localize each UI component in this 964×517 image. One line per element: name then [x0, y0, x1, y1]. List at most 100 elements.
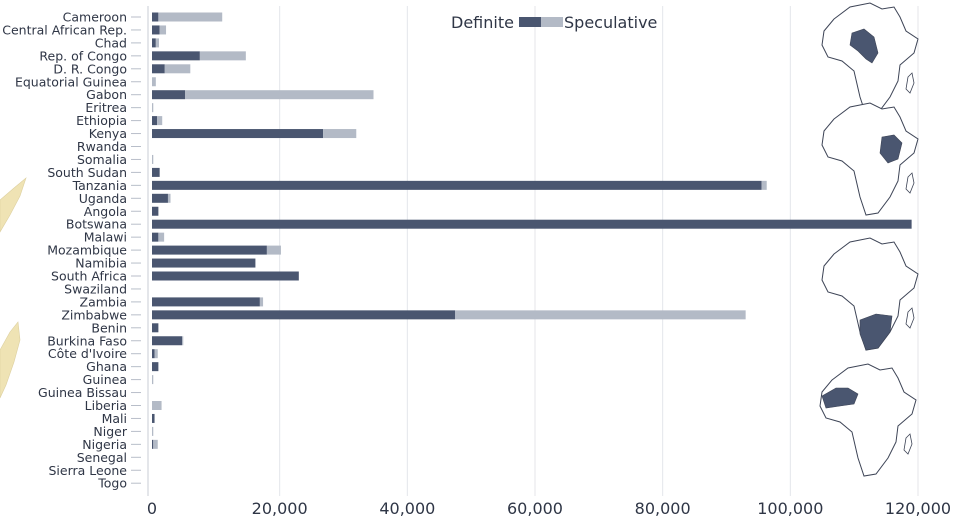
x-tick-label: 0: [147, 499, 157, 517]
gridlines: [279, 6, 919, 496]
bar-definite: [152, 116, 158, 126]
category-label: Uganda: [79, 191, 127, 206]
legend-label-speculative: Speculative: [564, 13, 657, 32]
bar-speculative: [158, 232, 165, 242]
madagascar-outline: [903, 433, 913, 455]
bar-definite: [152, 336, 183, 346]
highlighted-region: [879, 134, 903, 164]
category-label: Central African Rep.: [2, 22, 127, 37]
bar-speculative: [154, 349, 158, 359]
category-label: Tanzania: [72, 178, 127, 193]
category-label: Liberia: [85, 398, 127, 413]
bar-speculative: [199, 51, 246, 61]
category-label: Swaziland: [64, 281, 127, 296]
category-label: D. R. Congo: [53, 61, 127, 76]
bar-speculative: [182, 336, 184, 346]
category-label: Chad: [95, 35, 127, 50]
x-tick-label: 60,000: [507, 499, 563, 517]
bar-definite: [152, 271, 299, 281]
bar-definite: [152, 25, 160, 35]
central-africa-map-icon: [821, 2, 919, 116]
category-label: Niger: [93, 424, 127, 439]
category-label: Mozambique: [47, 243, 127, 258]
bar-definite: [152, 193, 168, 203]
x-tick-label: 100,000: [757, 499, 823, 517]
bar-speculative: [152, 401, 162, 410]
southern-africa-map-icon: [821, 237, 919, 351]
category-label: Burkina Faso: [47, 333, 127, 348]
bar-speculative: [761, 180, 767, 190]
west-africa-map-icon: [819, 363, 917, 477]
bar-speculative: [152, 103, 154, 113]
bar-speculative: [157, 116, 163, 126]
cropped-map-fragment-bottom: [0, 321, 21, 399]
category-label: Eritrea: [85, 100, 127, 115]
category-label: Senegal: [77, 450, 127, 465]
bar-speculative: [266, 245, 281, 255]
category-label: Togo: [97, 476, 127, 491]
x-tick-label: 20,000: [252, 499, 308, 517]
bar-definite: [152, 323, 159, 333]
africa-outline: [821, 237, 919, 351]
legend-swatch-definite: [519, 17, 541, 27]
bar-speculative: [259, 297, 264, 307]
category-label: Nigeria: [82, 437, 127, 452]
x-tick-label: 40,000: [379, 499, 435, 517]
category-label: Namibia: [75, 256, 127, 271]
bar-speculative: [152, 77, 156, 87]
category-label: South Africa: [51, 269, 127, 284]
bar-definite: [152, 439, 154, 449]
category-label: Angola: [84, 204, 127, 219]
bar-definite: [152, 258, 256, 268]
legend-label-definite: Definite: [451, 13, 514, 32]
category-label: Sierra Leone: [49, 463, 128, 478]
bar-speculative: [167, 193, 171, 203]
category-label: Guinea Bissau: [38, 385, 127, 400]
bar-definite: [152, 413, 155, 423]
bar-speculative: [153, 439, 158, 449]
category-label: Zimbabwe: [61, 307, 127, 322]
bars: [152, 12, 912, 449]
category-label: Ghana: [86, 359, 127, 374]
highlighted-region: [849, 28, 879, 64]
category-label: Somalia: [77, 152, 127, 167]
bar-speculative: [185, 90, 374, 100]
bar-definite: [152, 362, 159, 372]
africa-outline: [821, 102, 919, 216]
bar-speculative: [152, 375, 154, 385]
category-label: Rep. of Congo: [39, 48, 127, 63]
bar-definite: [152, 310, 456, 320]
bar-definite: [152, 38, 156, 48]
bar-definite: [152, 129, 324, 139]
highlighted-region: [821, 387, 859, 409]
category-label: Gabon: [86, 87, 127, 102]
madagascar-outline: [905, 307, 915, 329]
madagascar-outline: [905, 72, 915, 94]
africa-outline: [819, 363, 917, 477]
category-label: South Sudan: [47, 165, 127, 180]
category-label: Mali: [102, 411, 127, 426]
category-label: Botswana: [66, 217, 127, 232]
bar-definite: [152, 180, 762, 190]
legend: Definite Speculative: [451, 13, 657, 32]
bar-definite: [152, 64, 165, 74]
bar-speculative: [152, 426, 154, 436]
category-label: Ethiopia: [76, 113, 127, 128]
east-africa-map-icon: [821, 102, 919, 216]
bar-speculative: [159, 25, 167, 35]
highlighted-region: [859, 313, 893, 351]
category-label: Zambia: [80, 294, 127, 309]
category-label: Kenya: [89, 126, 127, 141]
bar-definite: [152, 219, 912, 229]
bar-speculative: [455, 310, 746, 320]
x-tick-label: 120,000: [885, 499, 951, 517]
bar-definite: [152, 167, 160, 177]
bar-speculative: [158, 12, 223, 22]
bar-definite: [152, 245, 267, 255]
category-label: Guinea: [83, 372, 127, 387]
madagascar-outline: [905, 172, 915, 194]
bar-definite: [152, 206, 159, 216]
bar-speculative: [155, 38, 160, 48]
